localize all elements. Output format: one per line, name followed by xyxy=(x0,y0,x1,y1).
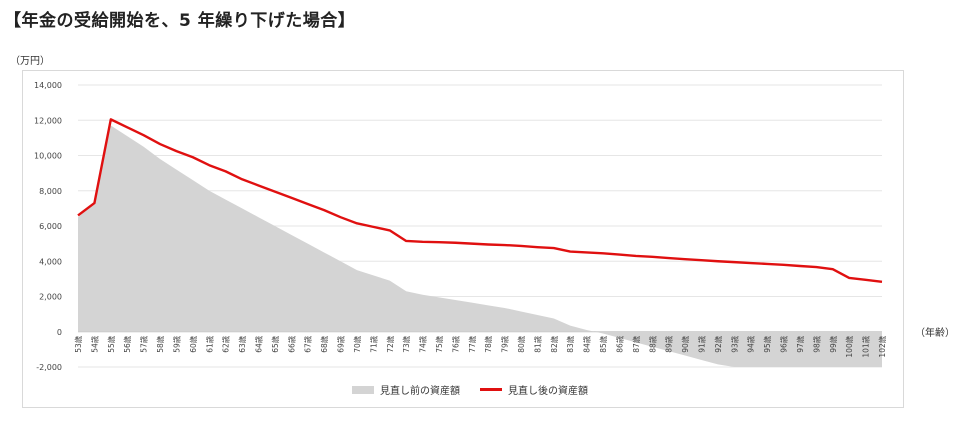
x-tick-label: 90歳 xyxy=(680,335,690,353)
y-tick-label: 10,000 xyxy=(34,152,62,161)
x-tick-label: 99歳 xyxy=(828,335,838,353)
x-tick-label: 56歳 xyxy=(122,335,132,353)
y-tick-label: 2,000 xyxy=(39,293,62,302)
x-tick-label: 60歳 xyxy=(188,335,198,353)
y-tick-label: 12,000 xyxy=(34,116,62,125)
chart-frame xyxy=(22,70,904,408)
y-tick-label: 14,000 xyxy=(34,81,62,90)
area-before xyxy=(78,125,882,367)
x-tick-label: 77歳 xyxy=(467,335,477,353)
y-tick-label: 8,000 xyxy=(39,187,62,196)
x-tick-label: 58歳 xyxy=(155,335,165,353)
x-tick-label: 53歳 xyxy=(73,335,83,353)
x-tick-label: 76歳 xyxy=(450,335,460,353)
x-tick-label: 88歳 xyxy=(647,335,657,353)
x-tick-label: 72歳 xyxy=(385,335,395,353)
x-axis-ticks: 53歳 54歳 55歳 56歳 57歳 58歳 59歳 60歳 61歳 62歳 63歳 64歳 65歳 6… xyxy=(73,335,887,357)
x-tick-label: 66歳 xyxy=(286,335,296,353)
line-after xyxy=(77,118,883,284)
x-axis-unit: （年齢） xyxy=(915,328,955,339)
x-tick-label: 100歳 xyxy=(844,335,854,357)
x-tick-label: 79歳 xyxy=(500,335,510,353)
area-series xyxy=(78,125,882,367)
x-tick-label: 69歳 xyxy=(336,335,346,353)
x-tick-label: 64歳 xyxy=(253,335,263,353)
y-tick-label: -2,000 xyxy=(36,363,62,372)
x-tick-label: 78歳 xyxy=(483,335,493,353)
x-tick-label: 55歳 xyxy=(106,335,116,353)
x-tick-label: 84歳 xyxy=(582,335,592,353)
y-tick-label: 4,000 xyxy=(39,257,62,266)
x-tick-label: 80歳 xyxy=(516,335,526,353)
x-tick-label: 61歳 xyxy=(204,335,214,353)
x-tick-label: 95歳 xyxy=(762,335,772,353)
x-tick-label: 71歳 xyxy=(368,335,378,353)
x-tick-label: 57歳 xyxy=(139,335,149,353)
page-title: 【年金の受給開始を、5 年繰り下げた場合】 xyxy=(4,11,356,31)
x-tick-label: 85歳 xyxy=(598,335,608,353)
x-tick-label: 101歳 xyxy=(861,335,871,357)
x-tick-label: 62歳 xyxy=(221,335,231,353)
x-tick-label: 75歳 xyxy=(434,335,444,353)
legend-label-after: 見直し後の資産額 xyxy=(508,386,588,397)
legend-swatch-area xyxy=(352,385,374,394)
x-tick-label: 86歳 xyxy=(614,335,624,353)
x-tick-label: 98歳 xyxy=(811,335,821,353)
x-tick-label: 70歳 xyxy=(352,335,362,353)
x-tick-label: 68歳 xyxy=(319,335,329,353)
x-tick-label: 92歳 xyxy=(713,335,723,353)
x-tick-label: 73歳 xyxy=(401,335,411,353)
x-tick-label: 67歳 xyxy=(303,335,313,353)
x-tick-label: 82歳 xyxy=(549,335,559,353)
x-tick-label: 65歳 xyxy=(270,335,280,353)
x-tick-label: 83歳 xyxy=(565,335,575,353)
line-series xyxy=(77,118,883,284)
x-tick-label: 63歳 xyxy=(237,335,247,353)
x-tick-label: 54歳 xyxy=(89,335,99,353)
x-tick-label: 89歳 xyxy=(664,335,674,353)
x-tick-label: 59歳 xyxy=(171,335,181,353)
legend: 見直し前の資産額 見直し後の資産額 xyxy=(352,382,588,397)
legend-label-before: 見直し前の資産額 xyxy=(380,386,460,397)
x-tick-label: 97歳 xyxy=(795,335,805,353)
x-tick-label: 93歳 xyxy=(729,335,739,353)
x-tick-label: 96歳 xyxy=(779,335,789,353)
y-tick-label: 0 xyxy=(57,328,62,337)
x-tick-label: 91歳 xyxy=(697,335,707,353)
x-tick-label: 74歳 xyxy=(418,335,428,353)
x-tick-label: 87歳 xyxy=(631,335,641,353)
legend-swatch-line xyxy=(480,388,502,391)
y-tick-label: 6,000 xyxy=(39,222,62,231)
y-axis-unit: （万円） xyxy=(10,56,50,67)
x-tick-label: 94歳 xyxy=(746,335,756,353)
x-tick-label: 102歳 xyxy=(877,335,887,357)
y-axis-ticks: 14,000 12,000 10,000 8,000 6,000 4,000 2,000 0 -… xyxy=(34,81,62,372)
x-tick-label: 81歳 xyxy=(532,335,542,353)
